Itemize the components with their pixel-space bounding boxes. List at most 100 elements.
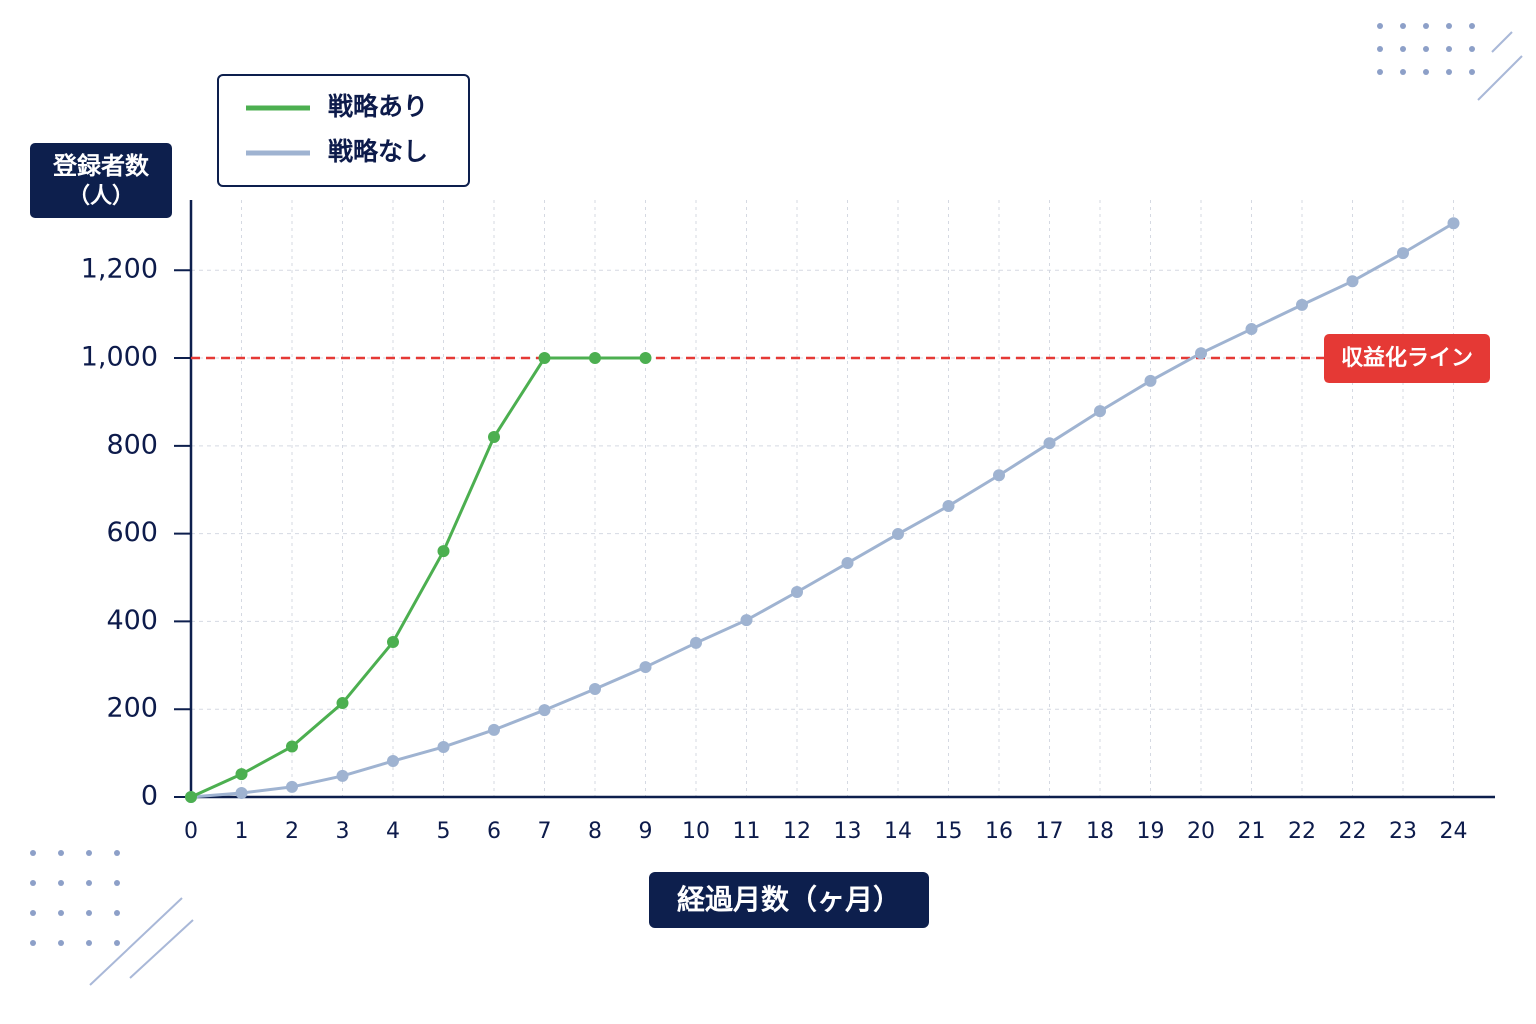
x-tick-label: 16: [985, 819, 1013, 844]
legend-label: 戦略あり: [328, 92, 428, 121]
threshold-label-box: [1324, 334, 1490, 384]
data-point: [1195, 347, 1207, 360]
data-point: [690, 636, 702, 649]
data-point: [387, 755, 399, 768]
x-tick-label: 11: [733, 819, 761, 844]
x-tick-label: 5: [437, 819, 451, 844]
data-point: [336, 769, 349, 782]
data-point: [185, 791, 197, 803]
decor-dot: [1423, 69, 1429, 75]
x-tick-label: 4: [386, 819, 400, 844]
data-point: [993, 469, 1005, 482]
x-tick-label: 13: [834, 819, 862, 844]
x-tick-label: 1: [235, 819, 249, 844]
decor-dot: [86, 910, 92, 916]
legend: [217, 74, 470, 187]
decor-dot: [30, 880, 36, 886]
data-point: [942, 499, 955, 512]
x-tick-label: 24: [1440, 819, 1468, 844]
decor-dot: [1446, 23, 1452, 29]
decor-dot: [1377, 46, 1383, 52]
x-tick-label: 22: [1339, 819, 1367, 844]
data-point: [791, 586, 803, 599]
data-point: [235, 768, 248, 781]
data-point: [740, 614, 753, 627]
y-label-box: [30, 143, 172, 218]
data-point: [589, 683, 601, 696]
decor-dot: [30, 940, 36, 946]
decor-dot: [1423, 23, 1429, 29]
threshold-label: 収益化ライン: [1341, 345, 1473, 371]
decor-dot: [1469, 23, 1475, 29]
x-tick-label: 7: [538, 819, 552, 844]
data-point: [286, 780, 298, 793]
data-point: [488, 723, 500, 736]
decor-dot: [114, 910, 120, 916]
decor-dot: [114, 940, 120, 946]
x-label-box: [649, 872, 929, 928]
x-tick-label: 9: [639, 819, 653, 844]
x-tick-label: 2: [285, 819, 299, 844]
decor-dot: [114, 850, 120, 856]
decor-dot: [58, 910, 64, 916]
x-label: 経過月数（ヶ月）: [677, 883, 901, 916]
data-point: [437, 545, 450, 558]
y-tick-label: 200: [106, 693, 158, 724]
data-point: [1094, 405, 1106, 418]
legend-label: 戦略なし: [328, 137, 428, 166]
decor-dot: [1423, 46, 1429, 52]
y-tick-label: 800: [106, 429, 158, 460]
x-tick-label: 21: [1238, 819, 1266, 844]
data-point: [1245, 323, 1258, 336]
data-point: [589, 352, 601, 365]
x-tick-label: 0: [184, 819, 198, 844]
y-tick-label: 1,200: [81, 254, 158, 285]
x-tick-label: 19: [1137, 819, 1165, 844]
decor-dot: [1400, 23, 1406, 29]
x-tick-label: 23: [1389, 819, 1417, 844]
data-point: [1346, 275, 1359, 288]
decor-dot: [58, 850, 64, 856]
y-tick-label: 400: [106, 605, 158, 636]
x-tick-label: 3: [336, 819, 350, 844]
x-tick-label: 12: [783, 819, 811, 844]
data-point: [387, 636, 399, 649]
y-tick-label: 600: [106, 517, 158, 548]
decor-dot: [30, 850, 36, 856]
decor-dot: [58, 880, 64, 886]
data-point: [639, 352, 652, 365]
x-tick-label: 18: [1086, 819, 1114, 844]
decor-dot: [1400, 69, 1406, 75]
decor-dot: [1377, 69, 1383, 75]
data-point: [1397, 247, 1409, 260]
decor-dot: [86, 880, 92, 886]
decor-dot: [58, 940, 64, 946]
decor-dot: [1446, 69, 1452, 75]
data-point: [1447, 217, 1460, 230]
data-point: [437, 740, 450, 753]
data-point: [1144, 374, 1157, 387]
x-tick-label: 20: [1187, 819, 1215, 844]
x-tick-label: 6: [487, 819, 501, 844]
data-point: [538, 352, 551, 365]
x-tick-label: 22: [1288, 819, 1316, 844]
x-tick-label: 15: [935, 819, 963, 844]
y-label: （人）: [68, 184, 134, 209]
decor-dot: [1469, 46, 1475, 52]
decor-dot: [1446, 46, 1452, 52]
x-tick-label: 10: [682, 819, 710, 844]
data-point: [1296, 298, 1308, 311]
data-point: [1043, 437, 1056, 450]
decor-dot: [86, 940, 92, 946]
x-tick-label: 14: [884, 819, 912, 844]
y-tick-label: 0: [141, 781, 158, 812]
y-label: 登録者数: [52, 152, 150, 180]
data-point: [639, 661, 652, 674]
decor-dot: [114, 880, 120, 886]
series-line: [190, 221, 1455, 799]
data-point: [841, 557, 854, 570]
decor-dot: [1377, 23, 1383, 29]
x-tick-label: 17: [1036, 819, 1064, 844]
